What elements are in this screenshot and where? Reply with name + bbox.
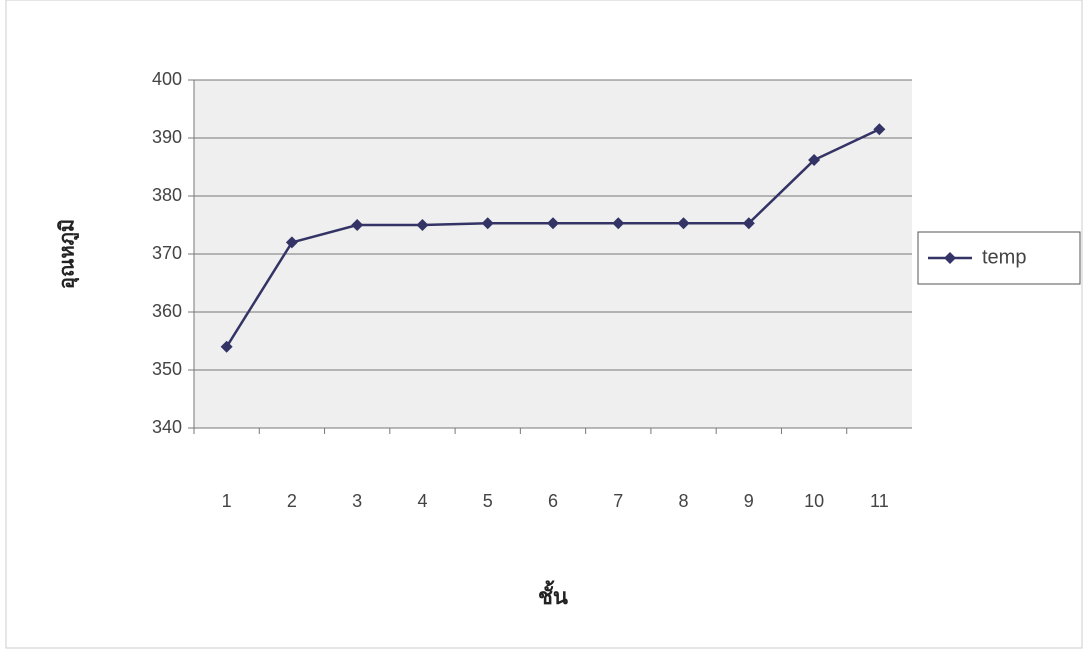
data-point xyxy=(285,236,298,249)
data-point xyxy=(220,340,233,353)
legend-marker xyxy=(944,252,956,264)
y-tick-label: 380 xyxy=(152,185,182,205)
x-axis-title: ชั้น xyxy=(538,580,568,609)
y-tick-label: 390 xyxy=(152,127,182,147)
data-point xyxy=(547,217,559,230)
data-point xyxy=(742,217,755,230)
x-tick-label: 9 xyxy=(744,491,754,511)
y-axis-title: อุณหภูมิ xyxy=(56,219,80,289)
data-point xyxy=(612,217,625,230)
x-tick-label: 10 xyxy=(804,491,824,511)
data-point xyxy=(808,154,821,167)
data-point xyxy=(416,219,429,231)
x-tick-label: 5 xyxy=(483,491,493,511)
x-tick-label: 6 xyxy=(548,491,558,511)
y-tick-label: 400 xyxy=(152,69,182,89)
x-tick-label: 3 xyxy=(352,491,362,511)
x-tick-label: 7 xyxy=(613,491,623,511)
legend-label: temp xyxy=(982,246,1026,268)
data-point xyxy=(873,123,886,136)
data-point xyxy=(677,217,690,230)
x-tick-label: 2 xyxy=(287,491,297,511)
y-tick-label: 360 xyxy=(152,301,182,321)
y-tick-label: 370 xyxy=(152,243,182,263)
y-tick-label: 350 xyxy=(152,359,182,379)
data-point xyxy=(481,217,494,230)
data-point xyxy=(351,219,364,231)
x-tick-label: 11 xyxy=(870,491,889,511)
x-tick-label: 4 xyxy=(417,491,427,511)
x-tick-label: 1 xyxy=(222,491,232,511)
x-tick-label: 8 xyxy=(679,491,689,511)
y-tick-label: 340 xyxy=(152,417,182,437)
